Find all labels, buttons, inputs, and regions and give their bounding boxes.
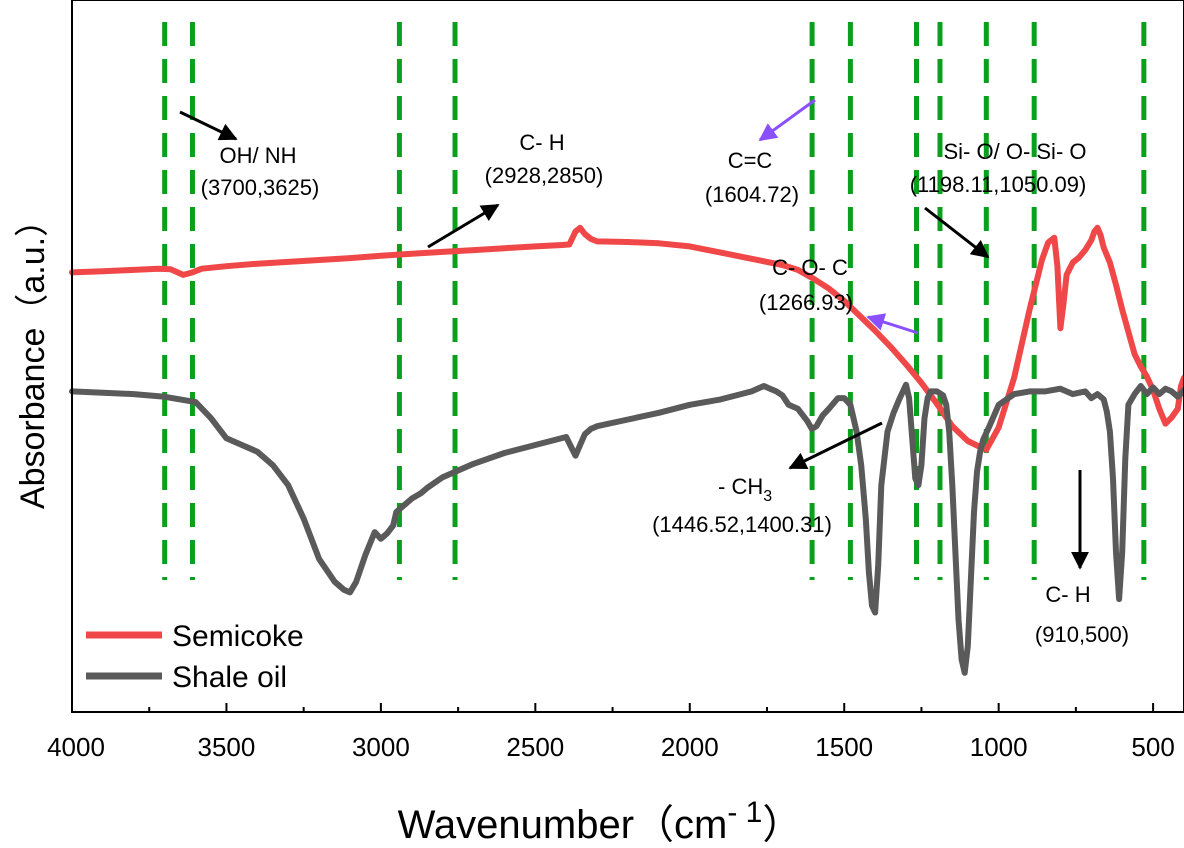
x-tick-label-500: 500 <box>1131 732 1174 762</box>
annotation-si-o: Si- O/ O- Si- O (1198.11,1050.09) <box>910 139 1087 259</box>
x-tick-label-3500: 3500 <box>198 732 256 762</box>
annotation-ch3-label-subscript: 3 <box>763 488 772 505</box>
annotation-ch3-label-text: - CH <box>718 474 763 499</box>
annotation-ch-aromatic-range: (910,500) <box>1035 622 1129 647</box>
x-tick-label-1500: 1500 <box>815 732 873 762</box>
series-line-shale-oil <box>69 381 1184 676</box>
legend: Semicoke Shale oil <box>86 620 304 694</box>
annotation-cc-value: (1604.72) <box>705 182 799 207</box>
plot-frame <box>71 0 1184 713</box>
y-axis-title: Absorbance（a.u.） <box>14 203 52 509</box>
annotation-cc-arrow <box>758 98 816 142</box>
annotation-ch-aromatic-label: C- H <box>1045 582 1090 607</box>
legend-label-semicoke: Semicoke <box>172 620 304 653</box>
annotation-oh-nh-arrow <box>179 110 238 141</box>
annotation-oh-nh: OH/ NH (3700,3625) <box>179 110 320 200</box>
x-tick-label-4000: 4000 <box>47 732 105 762</box>
annotation-oh-nh-label: OH/ NH <box>220 143 297 168</box>
annotation-ch-aliphatic: C- H (2928,2850) <box>427 130 604 249</box>
annotation-ch3-range: (1446.52,1400.31) <box>652 512 832 537</box>
annotation-coc: C- O- C (1266.93) <box>759 255 919 335</box>
x-tick-label-2500: 2500 <box>506 732 564 762</box>
annotation-ch3-label: - CH3 <box>718 474 772 505</box>
x-axis-title-close: ） <box>762 803 802 843</box>
annotation-cc: C=C (1604.72) <box>705 98 816 207</box>
annotation-ch-aliphatic-label: C- H <box>519 130 564 155</box>
annotation-coc-arrow <box>866 313 919 335</box>
series-line-semicoke <box>69 224 1184 453</box>
x-axis-title: Wavenumber（cm- 1） <box>398 796 803 843</box>
annotation-coc-label: C- O- C <box>772 255 848 280</box>
annotation-ch3-arrow <box>788 421 883 470</box>
annotation-ch-aromatic: C- H (910,500) <box>1035 470 1129 647</box>
x-axis-title-superscript: - 1 <box>727 796 762 829</box>
x-axis: 4000 3500 3000 2500 2000 1500 1000 500 <box>47 703 1175 762</box>
annotation-oh-nh-range: (3700,3625) <box>201 175 320 200</box>
x-tick-label-3000: 3000 <box>352 732 410 762</box>
annotation-si-o-arrow <box>924 206 990 259</box>
annotation-ch-aliphatic-arrow <box>427 203 500 249</box>
legend-label-shale-oil: Shale oil <box>172 661 287 694</box>
x-tick-label-1000: 1000 <box>970 732 1028 762</box>
annotation-ch3: - CH3 (1446.52,1400.31) <box>652 421 883 537</box>
annotation-coc-value: (1266.93) <box>759 290 853 315</box>
annotation-ch-aliphatic-range: (2928,2850) <box>485 163 604 188</box>
series-lines <box>69 224 1184 676</box>
marker-lines <box>162 22 1147 580</box>
annotation-cc-label: C=C <box>728 148 773 173</box>
x-tick-label-2000: 2000 <box>661 732 719 762</box>
annotation-si-o-label: Si- O/ O- Si- O <box>944 139 1087 164</box>
annotation-si-o-range: (1198.11,1050.09) <box>910 172 1087 197</box>
x-axis-title-main: Wavenumber（cm <box>398 803 728 843</box>
